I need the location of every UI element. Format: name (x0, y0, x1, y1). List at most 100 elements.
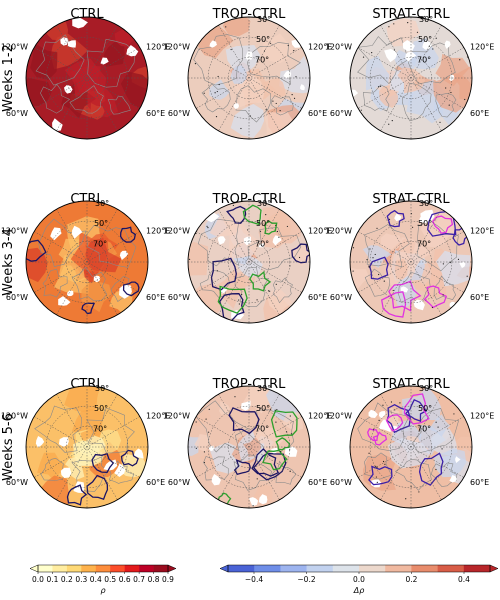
map-border (25, 385, 149, 509)
colorbar-swatch (110, 565, 125, 572)
stipple-dot (377, 86, 380, 88)
stipple-dot (238, 303, 240, 305)
colorbar-swatch (437, 565, 465, 572)
field-patch (436, 250, 471, 287)
longitude-label: 120°W (325, 226, 352, 235)
longitude-label: 60°W (330, 478, 352, 487)
stipple-dot (435, 37, 437, 39)
latitude-label: 30° (257, 15, 271, 24)
stipple-dot (275, 283, 277, 285)
coastline (40, 83, 71, 114)
longitude-label: 60°E (146, 478, 165, 487)
longitude-label: 120°E (470, 411, 494, 420)
colorbar-swatch (280, 565, 307, 572)
missing-data (402, 40, 415, 51)
latitude-label: 50° (418, 404, 432, 413)
coastline (235, 85, 272, 123)
colorbar-rho: 0.0 0.1 0.2 0.3 0.4 0.5 0.6 0.7 0.8 0.9 ρ (29, 564, 177, 595)
colorbar-swatch (385, 565, 412, 572)
coastline (86, 407, 135, 454)
longitude-label: 60°E (308, 293, 327, 302)
colorbar-extend-low (29, 564, 39, 573)
longitude-label: 60°E (470, 478, 489, 487)
missing-data (368, 409, 378, 418)
longitude-label: 120°W (163, 226, 190, 235)
longitude-label: 60°W (6, 293, 28, 302)
missing-data (67, 40, 76, 48)
stipple-dot (247, 229, 249, 231)
colorbar-swatch (124, 565, 140, 572)
missing-data (50, 227, 62, 241)
missing-data (72, 225, 83, 239)
missing-data (133, 448, 144, 459)
row-label: Weeks 1-2 (1, 44, 16, 112)
significance-contour (120, 449, 139, 467)
significance-contour (249, 270, 272, 292)
stipple-dot (445, 87, 447, 89)
coastline (398, 271, 431, 304)
colorbar-extend-high (489, 564, 499, 573)
colorbar-swatch (359, 565, 386, 572)
stipple-dot (384, 463, 386, 465)
colorbar-tick-label: −0.4 (245, 575, 263, 584)
coastline (272, 277, 293, 304)
field-patch (37, 452, 69, 482)
missing-data (114, 463, 126, 477)
colorbar-swatch (81, 565, 97, 572)
stipple-dot (194, 63, 197, 65)
missing-data (459, 261, 466, 268)
stipple-dot (457, 258, 460, 260)
stipple-dot (448, 104, 450, 106)
missing-data (240, 400, 251, 411)
meridian-line (34, 416, 140, 478)
map-border (25, 200, 149, 324)
field-patch (433, 72, 472, 113)
significance-contour (210, 257, 237, 291)
latitude-ring (369, 405, 453, 489)
missing-data (217, 236, 226, 245)
panel-title: STRAT-CTRL (372, 377, 450, 392)
map-border (187, 16, 311, 140)
panel-title: STRAT-CTRL (372, 192, 450, 207)
missing-data (249, 497, 259, 507)
field-patch (388, 438, 430, 469)
missing-data (413, 299, 425, 311)
colorbar-tick-label: 0.4 (90, 575, 102, 584)
coastline (362, 84, 390, 112)
longitude-label: 60°W (330, 293, 352, 302)
stipple-dot (272, 100, 274, 102)
field-patch (350, 267, 369, 290)
stipple-dot (214, 92, 216, 94)
latitude-ring (207, 36, 291, 120)
latitude-label: 70° (417, 424, 431, 433)
stipple-dot (374, 253, 376, 256)
significance-contour (228, 407, 260, 435)
longitude-label: 60°E (470, 109, 489, 118)
stipple-dot (188, 258, 191, 260)
map-border (349, 200, 473, 324)
field-patch (64, 386, 101, 413)
colorbar-swatch (306, 565, 334, 572)
stipple-dot (376, 466, 378, 468)
stipple-dot (275, 421, 277, 423)
colorbar-label: Δρ (353, 586, 365, 595)
coastline (271, 95, 294, 116)
stipple-dot (256, 478, 258, 480)
stipple-dot (392, 289, 394, 292)
missing-data (420, 209, 435, 224)
missing-data (449, 475, 458, 483)
map-border (349, 385, 473, 509)
stipple-dot (368, 452, 370, 454)
latitude-label: 50° (256, 404, 270, 413)
latitude-ring (369, 220, 453, 304)
stipple-dot (205, 418, 207, 420)
stipple-dot (279, 110, 281, 112)
stipple-dot (372, 428, 375, 430)
missing-data (67, 290, 74, 297)
coastline (357, 36, 409, 85)
longitude-label: 120°W (1, 411, 28, 420)
longitude-label: 60°E (146, 109, 165, 118)
